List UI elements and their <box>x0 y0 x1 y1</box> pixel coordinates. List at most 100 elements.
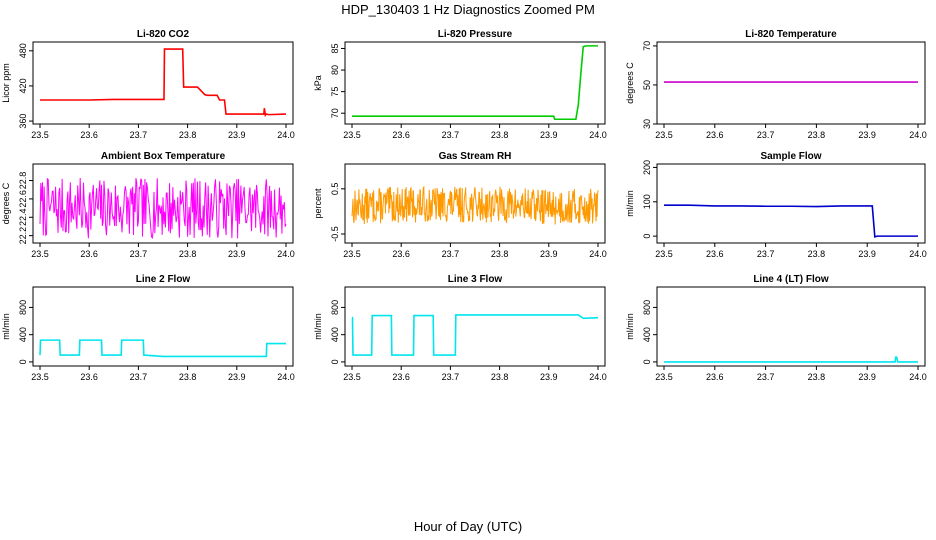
y-axis-label: ml/min <box>313 313 323 340</box>
x-tick-label: 23.7 <box>757 372 775 382</box>
panel-title: Gas Stream RH <box>439 151 512 162</box>
y-tick-label: 22.2 <box>18 227 28 245</box>
x-tick-label: 23.8 <box>179 372 197 382</box>
panel-7: Line 3 Flow ml/min 23.5 23.6 23.7 23.8 23.9 24.… <box>313 274 607 382</box>
plot-frame <box>344 41 606 125</box>
series-line-0 <box>664 356 918 363</box>
x-tick-label: 23.6 <box>706 130 724 140</box>
x-tick-label: 24.0 <box>277 372 295 382</box>
y-tick-label: 200 <box>642 160 652 175</box>
y-tick-label: 75 <box>330 87 340 97</box>
panel-0: Li-820 CO2 Licor ppm 23.5 23.6 23.7 23.8 23.9 2… <box>1 29 295 140</box>
x-tick-label: 23.7 <box>442 130 460 140</box>
x-tick-label: 23.7 <box>757 130 775 140</box>
x-tick-label: 23.5 <box>343 130 361 140</box>
y-tick-label: 70 <box>642 41 652 51</box>
x-tick-label: 23.9 <box>540 130 558 140</box>
x-tick-label: 23.8 <box>808 372 826 382</box>
y-axis-label: percent <box>313 188 323 219</box>
y-tick-label: 22.6 <box>18 190 28 208</box>
y-tick-label: 400 <box>642 327 652 342</box>
y-tick-label: 70 <box>330 108 340 118</box>
series-line-0 <box>351 314 599 356</box>
x-tick-label: 23.8 <box>491 372 509 382</box>
y-tick-label: 80 <box>330 65 340 75</box>
y-tick-label: 100 <box>642 194 652 209</box>
y-tick-label: 360 <box>18 114 28 129</box>
panel-title: Line 2 Flow <box>136 274 191 285</box>
y-tick-label: 50 <box>642 80 652 90</box>
x-tick-label: 24.0 <box>277 249 295 259</box>
x-tick-label: 23.5 <box>655 130 673 140</box>
x-tick-label: 23.6 <box>706 249 724 259</box>
panel-3: Ambient Box Temperature degrees C 23.5 23.6… <box>1 151 295 259</box>
plot-frame <box>32 163 294 244</box>
x-tick-label: 23.7 <box>442 249 460 259</box>
panel-title: Li-820 Pressure <box>438 29 513 40</box>
y-tick-label: 0.5 <box>330 183 340 196</box>
x-tick-label: 23.5 <box>31 372 49 382</box>
panel-title: Sample Flow <box>760 151 821 162</box>
y-tick-label: 0 <box>18 359 28 364</box>
y-tick-label: 22.4 <box>18 209 28 227</box>
x-tick-label: 24.0 <box>277 130 295 140</box>
y-axis-label: Licor ppm <box>1 63 11 103</box>
plot-frame <box>656 163 926 244</box>
panel-4: Gas Stream RH percent 23.5 23.6 23.7 23.8 23.9… <box>313 151 607 259</box>
x-tick-label: 23.5 <box>31 249 49 259</box>
x-tick-label: 23.9 <box>228 249 246 259</box>
x-tick-label: 23.6 <box>392 372 410 382</box>
x-tick-label: 23.9 <box>858 130 876 140</box>
y-axis-label: kPa <box>313 75 323 91</box>
x-tick-label: 23.6 <box>706 372 724 382</box>
y-tick-label: 85 <box>330 43 340 53</box>
y-tick-label: 400 <box>330 327 340 342</box>
y-axis-label: degrees C <box>625 62 635 104</box>
plot-frame <box>32 286 294 367</box>
x-tick-label: 23.9 <box>228 372 246 382</box>
x-tick-label: 23.8 <box>808 130 826 140</box>
x-tick-label: 24.0 <box>589 130 607 140</box>
series-line-0 <box>39 339 286 358</box>
x-tick-label: 23.9 <box>858 249 876 259</box>
x-tick-label: 24.0 <box>589 249 607 259</box>
y-axis-label: degrees C <box>1 182 11 224</box>
panel-grid: Li-820 CO2 Licor ppm 23.5 23.6 23.7 23.8 23.9 2… <box>1 29 927 382</box>
x-tick-label: 23.5 <box>343 249 361 259</box>
series-line-0 <box>40 48 287 118</box>
x-tick-label: 24.0 <box>589 372 607 382</box>
plot-frame <box>32 41 294 125</box>
y-tick-label: 800 <box>642 300 652 315</box>
series-line-0 <box>351 185 599 225</box>
series-line-0 <box>352 45 598 121</box>
x-tick-label: 23.8 <box>179 130 197 140</box>
y-tick-label: 30 <box>642 119 652 129</box>
y-tick-label: -0.5 <box>330 226 340 242</box>
x-tick-label: 23.8 <box>808 249 826 259</box>
plot-frame <box>344 286 606 367</box>
x-tick-label: 23.9 <box>228 130 246 140</box>
y-tick-label: 400 <box>18 327 28 342</box>
x-tick-label: 23.8 <box>179 249 197 259</box>
panel-title: Line 3 Flow <box>448 274 503 285</box>
x-tick-label: 23.9 <box>540 372 558 382</box>
y-axis-label: ml/min <box>625 313 635 340</box>
x-tick-label: 23.6 <box>392 130 410 140</box>
figure-xlabel: Hour of Day (UTC) <box>414 519 522 534</box>
x-tick-label: 23.7 <box>757 249 775 259</box>
x-tick-label: 23.7 <box>130 249 148 259</box>
y-tick-label: 0 <box>642 234 652 239</box>
x-tick-label: 24.0 <box>909 249 927 259</box>
x-tick-label: 23.5 <box>31 130 49 140</box>
x-tick-label: 23.8 <box>491 249 509 259</box>
y-tick-label: 420 <box>18 78 28 93</box>
panel-1: Li-820 Pressure kPa 23.5 23.6 23.7 23.8 23.9 24… <box>313 29 607 140</box>
panel-title: Li-820 CO2 <box>137 29 190 40</box>
y-tick-label: 0 <box>330 359 340 364</box>
x-tick-label: 23.6 <box>392 249 410 259</box>
x-tick-label: 23.7 <box>442 372 460 382</box>
figure-title: HDP_130403 1 Hz Diagnostics Zoomed PM <box>341 2 595 17</box>
x-tick-label: 23.6 <box>80 249 98 259</box>
x-tick-label: 23.5 <box>655 372 673 382</box>
panel-6: Line 2 Flow ml/min 23.5 23.6 23.7 23.8 23.9 24.… <box>1 274 295 382</box>
